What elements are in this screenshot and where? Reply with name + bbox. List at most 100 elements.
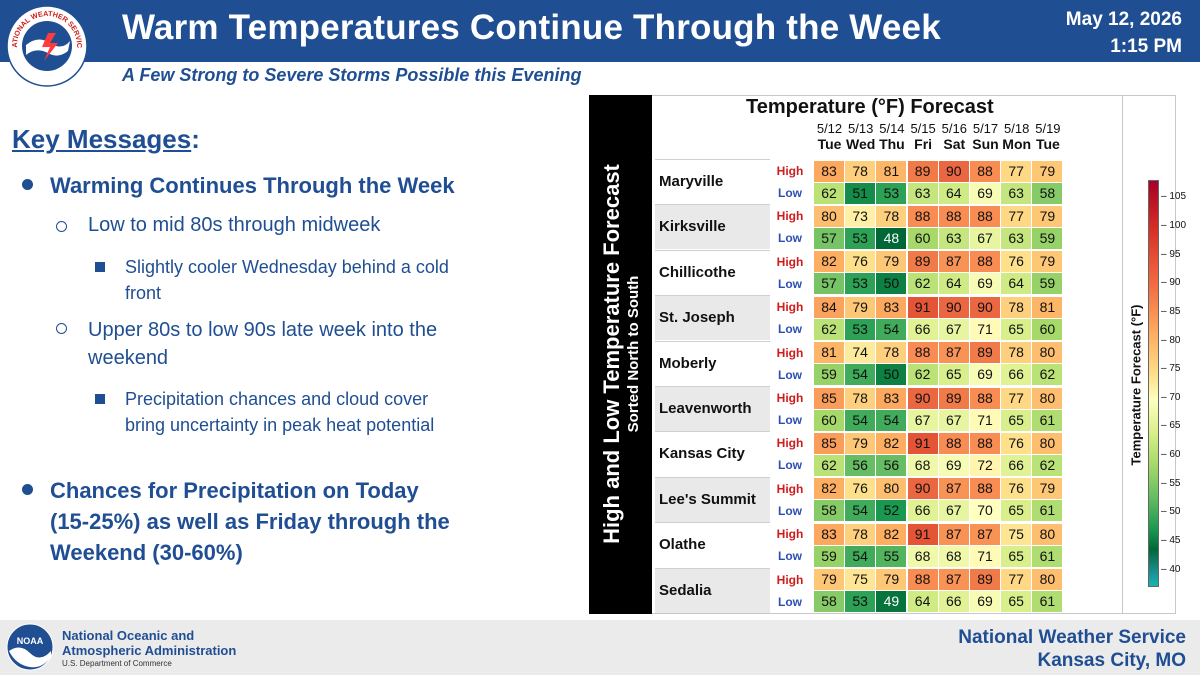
high-temp-cell: 90 bbox=[907, 478, 938, 500]
high-temp-cell: 82 bbox=[814, 251, 844, 273]
low-temp-cell: 64 bbox=[938, 182, 969, 204]
bullet-warming: Warming Continues Through the Week bbox=[50, 173, 455, 198]
city-row: Moberly bbox=[655, 340, 770, 386]
day-header-weekday: Sat bbox=[943, 136, 966, 152]
day-header: 5/19 Tue bbox=[1032, 121, 1063, 152]
high-temp-cell: 78 bbox=[1001, 342, 1032, 364]
city-name: Lee's Summit bbox=[659, 490, 756, 508]
city-row: Leavenworth bbox=[655, 386, 770, 431]
low-temp-cell: 54 bbox=[876, 318, 907, 340]
high-label: High bbox=[776, 391, 804, 405]
colorbar-tick: – 80 bbox=[1161, 334, 1181, 346]
forecast-side-sublabel: Sorted North to South bbox=[625, 275, 642, 433]
forecast-side-label-box bbox=[589, 95, 652, 614]
low-temp-cell: 69 bbox=[938, 454, 969, 476]
high-temp-cell: 79 bbox=[814, 569, 844, 591]
high-temp-cell: 78 bbox=[845, 387, 876, 409]
low-temp-cell: 64 bbox=[907, 591, 938, 613]
high-temp-cell: 82 bbox=[814, 478, 844, 500]
low-temp-cell: 55 bbox=[876, 545, 907, 567]
colorbar-tick: – 40 bbox=[1161, 563, 1181, 575]
noaa-logo-text: NOAA bbox=[17, 636, 44, 646]
high-temp-cell: 89 bbox=[970, 342, 1000, 364]
city-row: Kirksville bbox=[655, 204, 770, 250]
low-temp-cell: 71 bbox=[970, 545, 1000, 567]
bullet-precip-chances: Chances for Precipitation on Today (15-2… bbox=[50, 475, 450, 568]
high-temp-cell: 78 bbox=[876, 205, 907, 227]
low-temp-cell: 65 bbox=[1001, 409, 1032, 431]
high-temp-cell: 87 bbox=[938, 569, 969, 591]
high-temp-cell: 76 bbox=[845, 478, 876, 500]
low-temp-cell: 67 bbox=[938, 500, 969, 522]
high-temp-cell: 79 bbox=[845, 296, 876, 318]
high-temp-cell: 81 bbox=[1032, 296, 1063, 318]
low-temp-cell: 61 bbox=[1032, 545, 1063, 567]
high-temp-cell: 90 bbox=[970, 296, 1000, 318]
bullet-precip-chances-line3: Weekend (30-60%) bbox=[50, 540, 243, 565]
high-temp-cell: 80 bbox=[1032, 342, 1063, 364]
high-label: High bbox=[776, 209, 804, 224]
high-temp-cell: 76 bbox=[845, 251, 876, 273]
low-temp-cell: 57 bbox=[814, 227, 844, 249]
city-row: Maryville bbox=[655, 159, 770, 204]
low-temp-cell: 63 bbox=[938, 227, 969, 249]
high-temp-cell: 80 bbox=[1032, 387, 1063, 409]
low-temp-cell: 57 bbox=[814, 273, 844, 295]
bullet-precip-uncertainty-line2: bring uncertainty in peak heat potential bbox=[125, 415, 435, 435]
bullet-precip-uncertainty: Precipitation chances and cloud cover br… bbox=[125, 386, 434, 438]
high-temp-cell: 79 bbox=[1032, 478, 1063, 500]
low-label: Low bbox=[778, 367, 802, 382]
low-temp-cell: 72 bbox=[970, 454, 1000, 476]
low-temp-cell: 53 bbox=[845, 591, 876, 613]
low-temp-cell: 67 bbox=[938, 409, 969, 431]
low-temp-cell: 60 bbox=[1032, 318, 1063, 340]
high-temp-cell: 74 bbox=[845, 342, 876, 364]
day-header: 5/17 Sun bbox=[970, 121, 1001, 152]
city-name: Chillicothe bbox=[659, 263, 736, 281]
high-temp-cell: 78 bbox=[845, 523, 876, 545]
noaa-name: National Oceanic and Atmospheric Adminis… bbox=[62, 628, 236, 658]
bullet-dot-icon bbox=[22, 179, 33, 190]
high-temp-cell: 75 bbox=[1001, 523, 1032, 545]
low-temp-cell: 59 bbox=[814, 364, 844, 386]
low-temp-cell: 65 bbox=[1001, 545, 1032, 567]
bullet-upper-80s: Upper 80s to low 90s late week into the … bbox=[88, 316, 437, 372]
city-name: Kirksville bbox=[659, 218, 726, 236]
high-temp-cell: 78 bbox=[876, 342, 907, 364]
page-subtitle: A Few Strong to Severe Storms Possible t… bbox=[122, 65, 582, 85]
high-temp-cell: 76 bbox=[1001, 478, 1032, 500]
day-header-date: 5/17 bbox=[972, 121, 999, 136]
low-temp-cell: 49 bbox=[876, 591, 907, 613]
key-messages-title-text: Key Messages bbox=[12, 124, 192, 154]
low-temp-cell: 62 bbox=[814, 182, 844, 204]
high-temp-cell: 87 bbox=[938, 523, 969, 545]
day-header-date: 5/16 bbox=[941, 121, 967, 136]
nws-office-line1: National Weather Service bbox=[958, 627, 1186, 648]
city-row: Lee's Summit bbox=[655, 476, 770, 522]
low-temp-cell: 65 bbox=[1001, 591, 1032, 613]
city-name: Kansas City bbox=[659, 445, 745, 463]
low-temp-cell: 67 bbox=[970, 227, 1000, 249]
city-row: Olathe bbox=[655, 522, 770, 567]
high-temp-cell: 83 bbox=[876, 387, 907, 409]
forecast-side-label-text: High and Low Temperature Forecast bbox=[599, 164, 624, 544]
day-header-weekday: Sun bbox=[972, 136, 999, 152]
nws-logo-icon: NATIONAL WEATHER SERVICE bbox=[6, 5, 88, 87]
low-temp-cell: 51 bbox=[845, 182, 876, 204]
city-row: Chillicothe bbox=[655, 249, 770, 295]
day-header-date: 5/13 bbox=[848, 121, 874, 136]
nws-office: National Weather Service Kansas City, MO bbox=[958, 626, 1186, 672]
city-name: Sedalia bbox=[659, 581, 712, 599]
colorbar bbox=[1148, 180, 1159, 587]
high-temp-cell: 78 bbox=[1001, 296, 1032, 318]
colorbar-tick: – 60 bbox=[1161, 449, 1181, 461]
high-temp-cell: 73 bbox=[845, 205, 876, 227]
city-row: Sedalia bbox=[655, 567, 770, 613]
colorbar-tick: – 75 bbox=[1161, 363, 1181, 375]
key-messages-colon: : bbox=[191, 124, 200, 154]
high-label: High bbox=[776, 572, 804, 587]
high-label: High bbox=[776, 345, 804, 360]
bullet-circle-icon bbox=[56, 323, 67, 334]
colorbar-tick: – 105 bbox=[1161, 191, 1187, 203]
noaa-dept: U.S. Department of Commerce bbox=[62, 659, 172, 668]
